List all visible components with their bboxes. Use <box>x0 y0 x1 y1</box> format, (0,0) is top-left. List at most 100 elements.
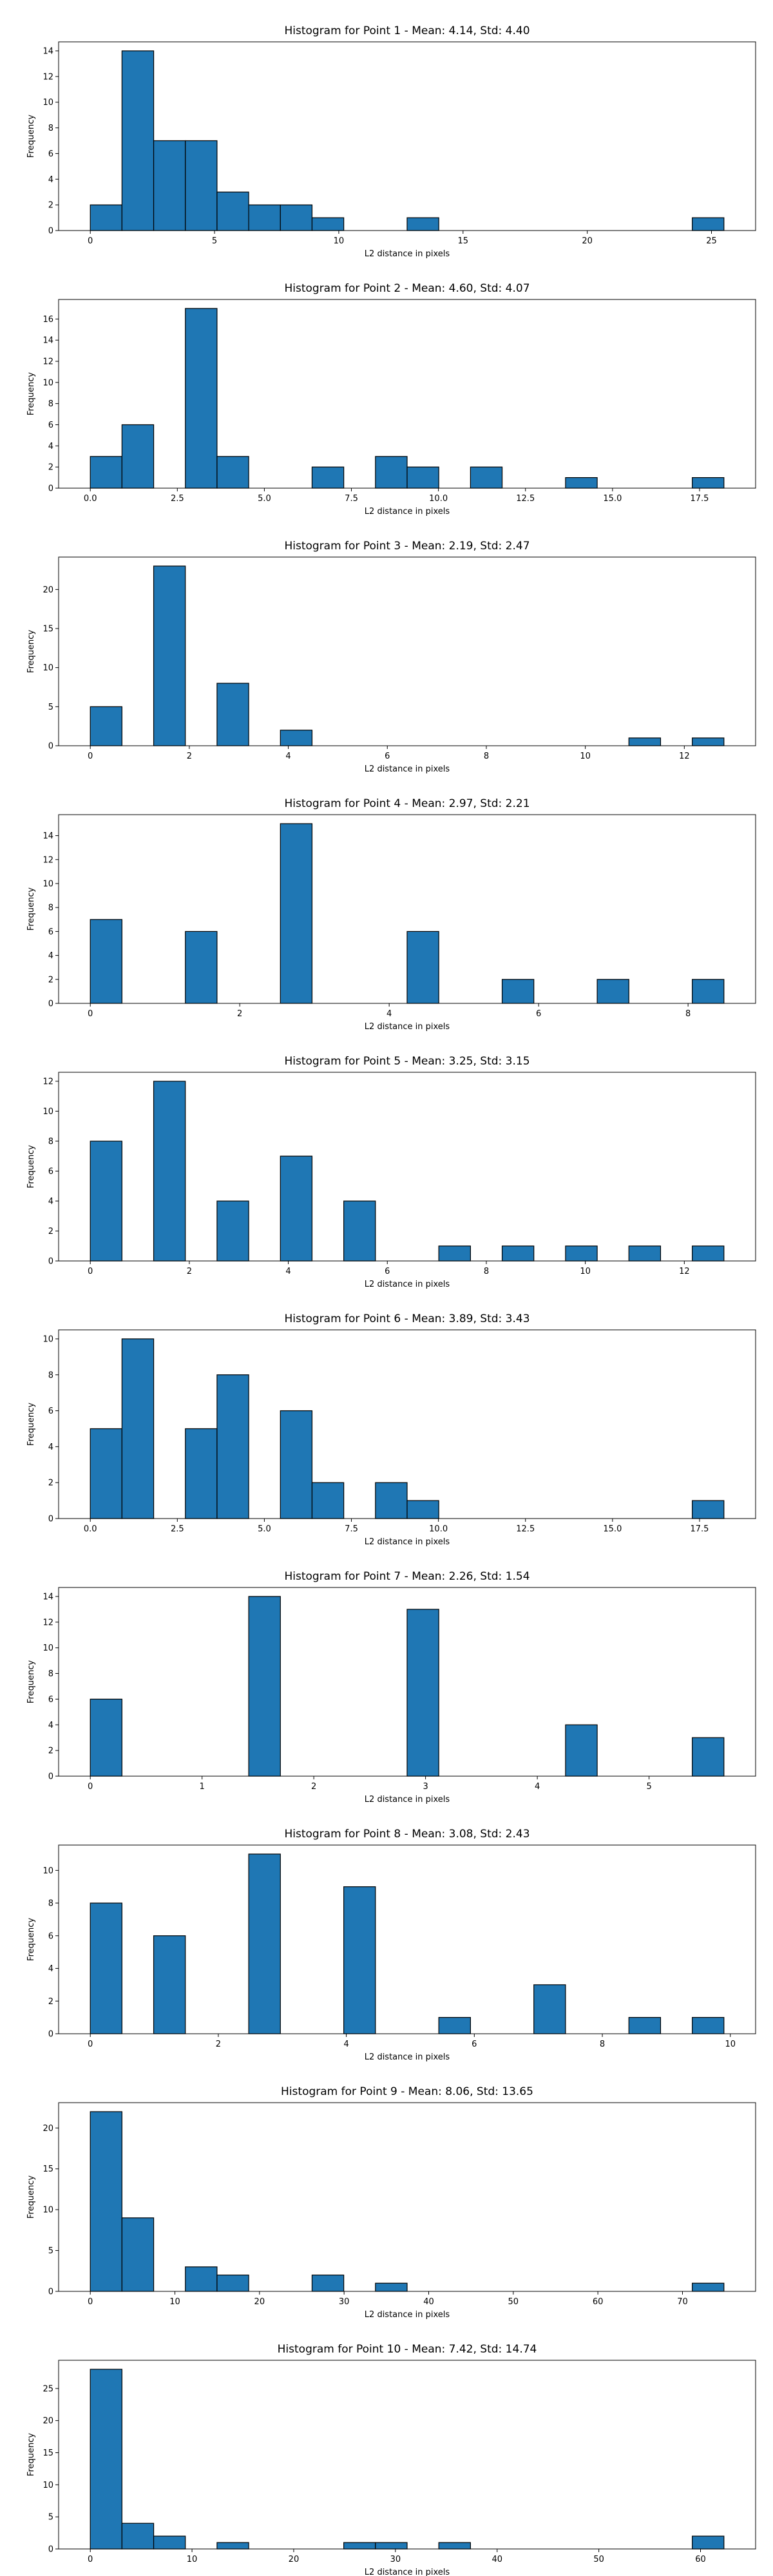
chart-title: Histogram for Point 8 - Mean: 3.08, Std:… <box>284 1828 530 1841</box>
y-tick-label: 25 <box>43 2384 53 2394</box>
y-tick-label: 10 <box>43 879 53 889</box>
bar <box>565 1724 598 1777</box>
x-tick-label: 10 <box>334 236 345 246</box>
bar <box>90 456 122 489</box>
bar <box>692 1737 725 1777</box>
bar <box>153 565 186 746</box>
x-tick-label: 30 <box>339 2297 350 2307</box>
x-tick-label: 5.0 <box>258 494 271 504</box>
y-tick-label: 4 <box>48 175 53 185</box>
x-tick-label: 15.0 <box>603 1524 622 1534</box>
y-tick-label: 8 <box>48 1370 53 1380</box>
bar <box>311 217 345 231</box>
bar <box>501 979 535 1004</box>
bar <box>311 1482 345 1519</box>
x-tick-label: 8 <box>600 2040 605 2049</box>
y-tick-label: 6 <box>48 1931 53 1941</box>
y-axis-label: Frequency <box>26 2175 36 2219</box>
plot-frame <box>58 2360 756 2550</box>
x-tick-label: 15 <box>458 236 469 246</box>
x-tick-label: 20 <box>254 2297 265 2307</box>
chart-title: Histogram for Point 5 - Mean: 3.25, Std:… <box>284 1055 530 1068</box>
y-tick-label: 10 <box>43 378 53 388</box>
y-tick-label: 2 <box>48 1227 53 1236</box>
bar <box>216 1200 249 1262</box>
bar <box>216 456 249 489</box>
x-tick-label: 4 <box>285 1267 291 1276</box>
bar <box>692 979 725 1004</box>
bar <box>406 1500 439 1519</box>
bar <box>185 931 218 1004</box>
x-tick-label: 7.5 <box>345 494 358 504</box>
x-tick-label: 10 <box>725 2040 736 2049</box>
x-tick-label: 30 <box>390 2555 401 2564</box>
y-tick-label: 15 <box>43 625 53 634</box>
x-tick-label: 20 <box>582 236 593 246</box>
bar <box>216 2542 249 2550</box>
y-axis-label: Frequency <box>26 1145 36 1188</box>
bar <box>533 1984 566 2034</box>
y-tick-label: 2 <box>48 201 53 211</box>
x-axis-label: L2 distance in pixels <box>365 764 450 774</box>
chart-title: Histogram for Point 3 - Mean: 2.19, Std:… <box>284 540 530 553</box>
bar <box>280 1155 313 1262</box>
x-tick-label: 10 <box>187 2555 198 2564</box>
y-tick-label: 4 <box>48 442 53 451</box>
y-tick-label: 12 <box>43 1618 53 1627</box>
y-tick-label: 4 <box>48 1197 53 1206</box>
y-tick-label: 6 <box>48 927 53 937</box>
y-tick-label: 15 <box>43 2448 53 2458</box>
bar <box>153 140 186 231</box>
x-tick-label: 5.0 <box>258 1524 271 1534</box>
bar <box>692 2017 725 2034</box>
bar <box>628 1245 662 1262</box>
y-tick-label: 14 <box>43 1592 53 1602</box>
x-tick-label: 12.5 <box>516 494 535 504</box>
chart-title: Histogram for Point 7 - Mean: 2.26, Std:… <box>284 1570 530 1583</box>
y-tick-label: 20 <box>43 2124 53 2134</box>
bar <box>216 2275 249 2292</box>
y-tick-label: 4 <box>48 1964 53 1974</box>
y-axis-label: Frequency <box>26 1403 36 1446</box>
x-tick-label: 4 <box>386 1009 392 1019</box>
x-tick-label: 2 <box>187 1267 192 1276</box>
y-tick-label: 0 <box>48 2030 53 2040</box>
x-tick-label: 2 <box>187 752 192 761</box>
x-axis-label: L2 distance in pixels <box>365 2052 450 2062</box>
x-axis-label: L2 distance in pixels <box>365 1795 450 1804</box>
bar <box>375 2282 408 2292</box>
x-axis-label: L2 distance in pixels <box>365 1537 450 1547</box>
x-tick-label: 0 <box>88 2555 93 2564</box>
y-tick-label: 0 <box>48 227 53 236</box>
bar <box>692 2535 725 2550</box>
x-tick-label: 17.5 <box>691 1524 709 1534</box>
x-tick-label: 8 <box>484 752 489 761</box>
bar <box>185 308 218 489</box>
bar <box>406 466 439 489</box>
y-tick-label: 2 <box>48 463 53 473</box>
x-tick-label: 10.0 <box>429 1524 448 1534</box>
plot-frame <box>58 556 756 746</box>
bar <box>628 2017 662 2034</box>
y-axis-label: Frequency <box>26 115 36 158</box>
bar <box>565 477 598 489</box>
bar <box>248 204 281 231</box>
x-tick-label: 0 <box>88 1782 93 1792</box>
bar <box>280 730 313 746</box>
x-tick-label: 4 <box>343 2040 348 2049</box>
bar <box>311 2275 345 2292</box>
y-tick-label: 6 <box>48 1167 53 1177</box>
bar <box>692 737 725 746</box>
x-axis-label: L2 distance in pixels <box>365 2568 450 2576</box>
y-tick-label: 4 <box>48 951 53 961</box>
bar <box>343 1200 376 1262</box>
y-tick-label: 14 <box>43 336 53 346</box>
y-tick-label: 0 <box>48 1772 53 1782</box>
bar <box>470 466 503 489</box>
y-tick-label: 0 <box>48 1257 53 1267</box>
bar <box>343 1886 376 2034</box>
x-axis-label: L2 distance in pixels <box>365 1022 450 1032</box>
y-tick-label: 10 <box>43 1107 53 1117</box>
bar <box>692 1245 725 1262</box>
y-axis-label: Frequency <box>26 1660 36 1703</box>
